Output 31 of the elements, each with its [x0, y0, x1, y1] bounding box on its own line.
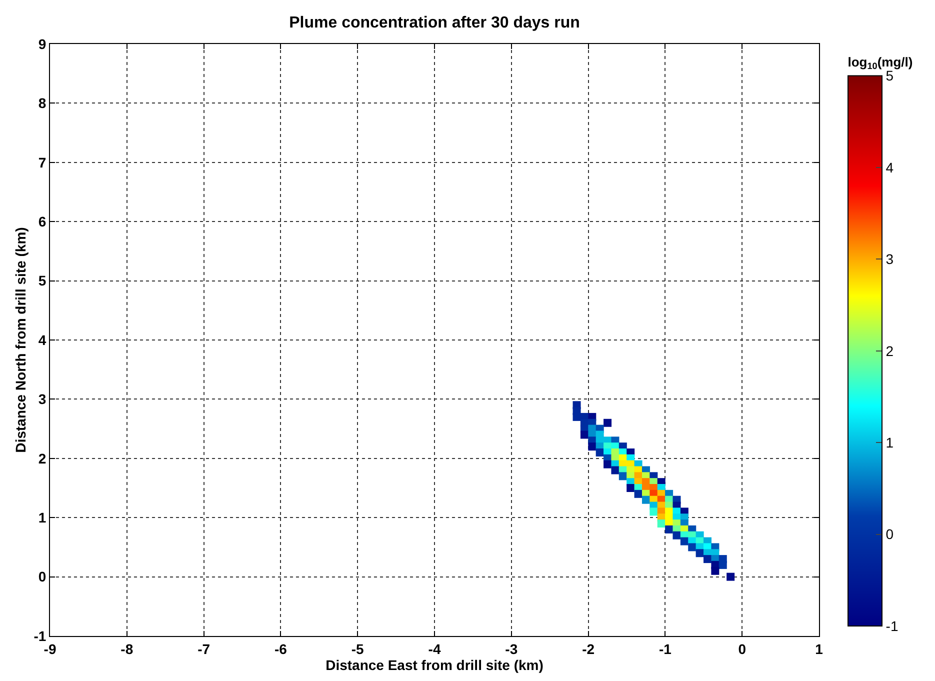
color-bar-label: 3 — [886, 251, 894, 268]
y-tick-label: -1 — [34, 628, 46, 644]
x-tick-label: -3 — [505, 640, 518, 657]
y-tick-label: 4 — [38, 332, 46, 348]
y-tick-label: 6 — [38, 214, 46, 230]
y-tick-label: 7 — [38, 154, 46, 170]
y-axis-title: Distance North from drill site (km) — [12, 227, 28, 453]
color-bar-label: 1 — [886, 434, 894, 450]
color-bar-label: 2 — [886, 342, 894, 359]
x-tick-label: -9 — [44, 640, 56, 657]
y-tick-label: 1 — [38, 510, 46, 526]
x-tick-label: -1 — [658, 640, 672, 657]
x-tick-label: 1 — [815, 640, 824, 657]
x-tick-label: -2 — [582, 640, 595, 657]
y-tick-label: 0 — [38, 568, 46, 585]
x-axis-title: Distance East from drill site (km) — [326, 656, 544, 673]
chart-title: Plume concentration after 30 days run — [289, 14, 580, 32]
x-tick-label: -8 — [120, 640, 134, 657]
x-tick-label: 0 — [738, 640, 746, 657]
color-bar-label: -1 — [886, 618, 898, 634]
y-tick-label: 2 — [38, 450, 46, 466]
y-tick-label: 9 — [38, 36, 46, 52]
x-tick-label: -7 — [198, 640, 210, 657]
color-bar-label: 0 — [886, 526, 894, 542]
y-tick-label: 8 — [38, 95, 46, 112]
color-bar-label: 4 — [886, 159, 894, 176]
x-tick-label: -5 — [351, 640, 364, 657]
y-tick-label: 3 — [38, 391, 46, 408]
x-tick-label: -6 — [274, 640, 288, 657]
x-tick-label: -4 — [428, 640, 441, 657]
y-tick-label: 5 — [38, 272, 46, 289]
